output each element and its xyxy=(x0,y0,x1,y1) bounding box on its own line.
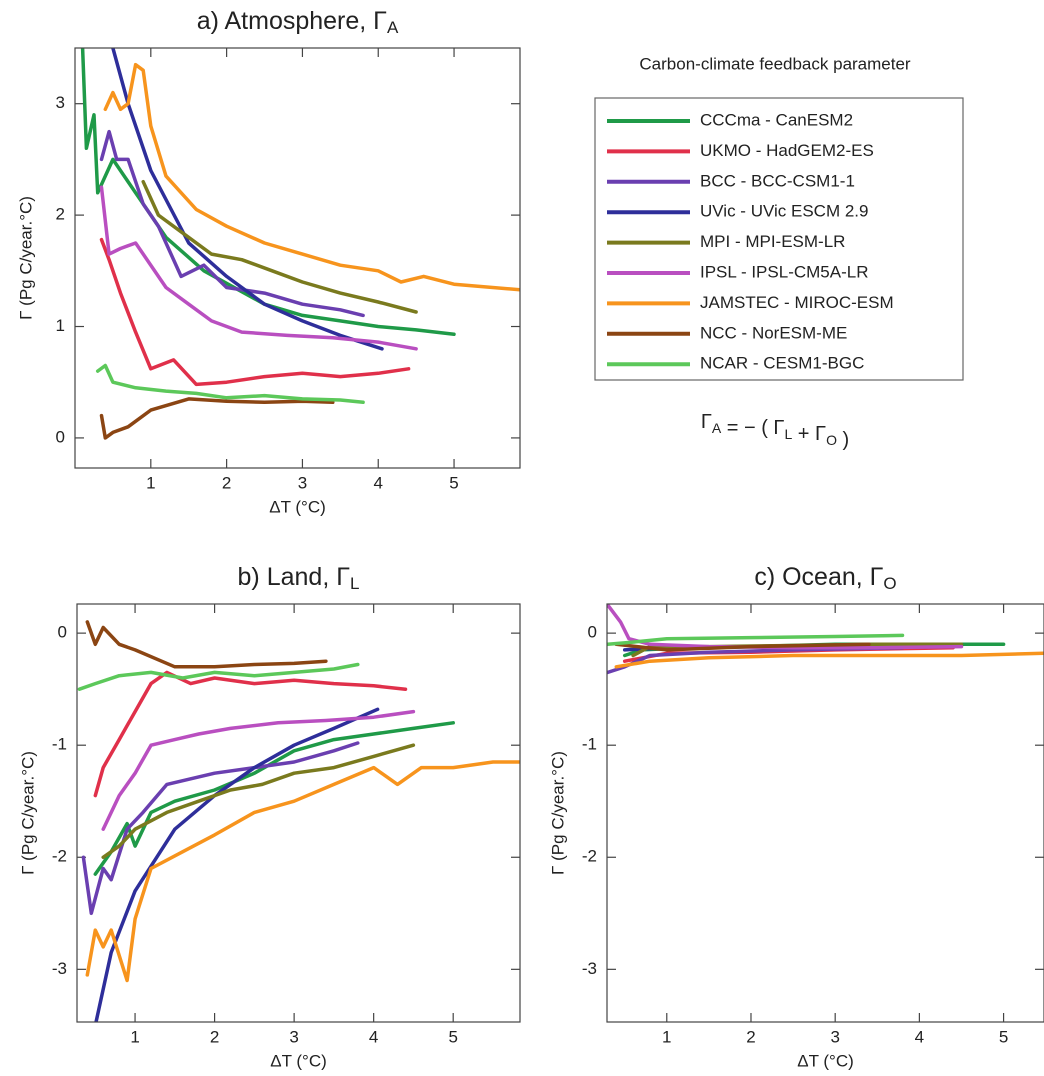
legend-label: JAMSTEC - MIROC-ESM xyxy=(700,293,894,312)
series-line xyxy=(80,48,456,337)
series-line xyxy=(85,760,520,983)
series-line xyxy=(94,707,380,1022)
series-line xyxy=(81,741,360,916)
series-line xyxy=(614,642,871,652)
x-tick-label: 2 xyxy=(222,473,231,492)
x-tick-label: 4 xyxy=(374,473,383,492)
y-tick-label: -3 xyxy=(52,959,67,978)
y-tick-label: -3 xyxy=(582,959,597,978)
x-tick-label: 3 xyxy=(298,473,307,492)
series-line xyxy=(93,721,455,876)
y-tick-label: -2 xyxy=(582,847,597,866)
formula-text: = − ( Γ xyxy=(721,417,784,439)
x-tick-label: 1 xyxy=(662,1027,671,1046)
series-line xyxy=(77,662,360,691)
y-tick-label: -1 xyxy=(52,735,67,754)
y-tick-label: 0 xyxy=(588,623,597,642)
x-tick-label: 5 xyxy=(448,1027,457,1046)
y-tick-label: 2 xyxy=(56,205,65,224)
y-tick-label: 0 xyxy=(58,623,67,642)
title-subscript: L xyxy=(350,574,359,593)
x-tick-label: 5 xyxy=(449,473,458,492)
formula-subscript: A xyxy=(712,420,722,436)
series-line xyxy=(101,743,416,860)
x-tick-label: 3 xyxy=(289,1027,298,1046)
x-tick-label: 3 xyxy=(830,1027,839,1046)
y-axis-label: Γ (Pg C/year.°C) xyxy=(548,751,567,875)
title-subscript: O xyxy=(883,574,896,593)
x-axis-label: ΔT (°C) xyxy=(269,497,326,516)
panel-title: a) Atmosphere, ΓA xyxy=(197,7,399,38)
title-text: c) Ocean, Γ xyxy=(754,563,883,591)
plot-frame xyxy=(74,47,521,469)
legend-label: BCC - BCC-CSM1-1 xyxy=(700,171,855,190)
series-line xyxy=(607,633,905,647)
formula-text: + Γ xyxy=(792,423,826,445)
formula-subscript: O xyxy=(826,432,837,448)
series-line xyxy=(103,62,520,292)
title-text: b) Land, Γ xyxy=(238,563,351,591)
series-line xyxy=(85,620,328,669)
legend-label: MPI - MPI-ESM-LR xyxy=(700,232,845,251)
series-line xyxy=(607,645,905,675)
series-line xyxy=(101,709,416,831)
x-axis-label: ΔT (°C) xyxy=(270,1051,327,1070)
y-axis-label: Γ (Pg C/year.°C) xyxy=(16,196,35,320)
legend-label: UKMO - HadGEM2-ES xyxy=(700,141,874,160)
series-line xyxy=(111,48,384,351)
series-line xyxy=(95,363,365,405)
legend-title: Carbon-climate feedback parameter xyxy=(639,54,911,73)
plot-frame xyxy=(606,603,1044,1023)
title-subscript: A xyxy=(387,18,399,37)
series-line xyxy=(99,129,365,318)
legend-label: CCCma - CanESM2 xyxy=(700,110,853,129)
y-tick-label: -2 xyxy=(52,847,67,866)
legend-label: UVic - UVic ESCM 2.9 xyxy=(700,202,868,221)
series-line xyxy=(99,237,411,387)
y-tick-label: -1 xyxy=(582,735,597,754)
y-tick-label: 1 xyxy=(56,316,65,335)
formula-text: ) xyxy=(837,429,849,451)
series-line xyxy=(607,604,964,650)
series-line xyxy=(93,670,408,798)
x-tick-label: 1 xyxy=(130,1027,139,1046)
legend-label: NCC - NorESM-ME xyxy=(700,323,847,342)
x-tick-label: 2 xyxy=(210,1027,219,1046)
series-line xyxy=(99,185,418,351)
formula: ΓA = − ( ΓL + ΓO ) xyxy=(701,411,849,451)
x-tick-label: 4 xyxy=(915,1027,924,1046)
x-tick-label: 5 xyxy=(999,1027,1008,1046)
series-line xyxy=(614,651,1044,669)
legend-label: NCAR - CESM1-BGC xyxy=(700,354,864,373)
series-line xyxy=(99,397,335,440)
formula-subscript: L xyxy=(784,426,792,442)
plot-frame xyxy=(76,603,521,1023)
y-tick-label: 3 xyxy=(56,93,65,112)
panel-title: c) Ocean, ΓO xyxy=(754,563,896,594)
title-text: a) Atmosphere, Γ xyxy=(197,7,387,35)
y-tick-label: 0 xyxy=(56,427,65,446)
panel-title: b) Land, ΓL xyxy=(238,563,360,594)
y-axis-label: Γ (Pg C/year.°C) xyxy=(18,751,37,875)
x-axis-label: ΔT (°C) xyxy=(797,1051,854,1070)
series-line xyxy=(141,179,418,314)
x-tick-label: 1 xyxy=(146,473,155,492)
x-tick-label: 2 xyxy=(746,1027,755,1046)
legend-label: IPSL - IPSL-CM5A-LR xyxy=(700,262,868,281)
x-tick-label: 4 xyxy=(369,1027,378,1046)
formula-text: Γ xyxy=(701,411,712,433)
